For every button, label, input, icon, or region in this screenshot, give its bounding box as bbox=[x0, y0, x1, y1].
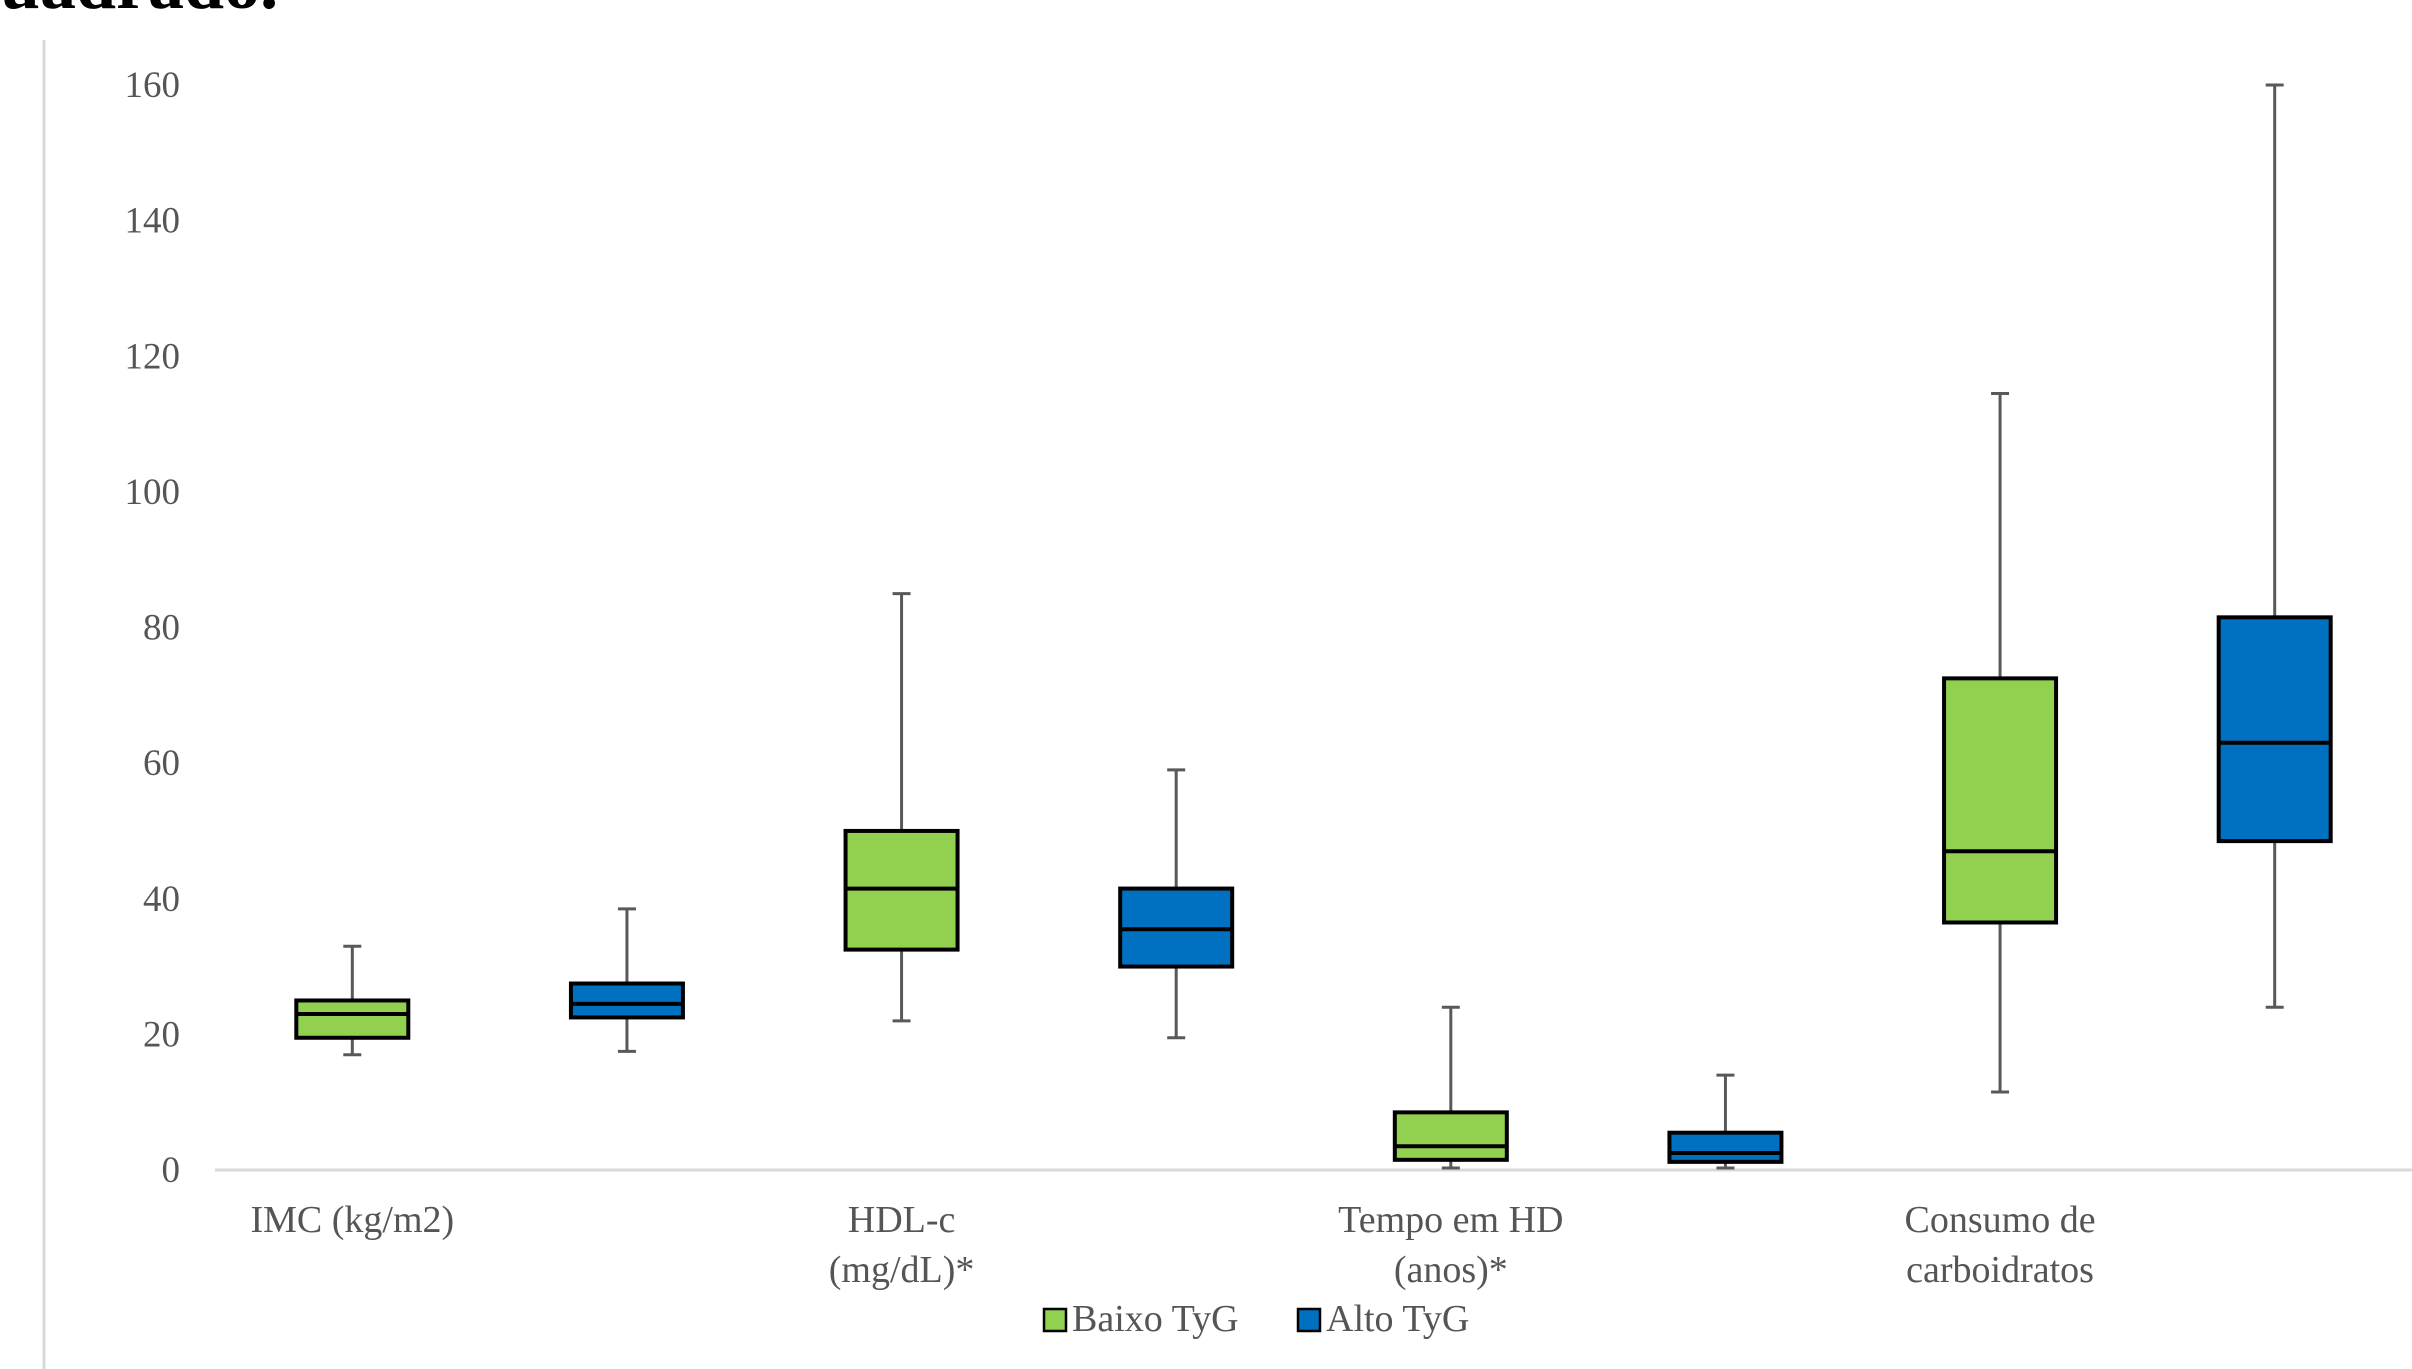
box-0-2 bbox=[1392, 1005, 1509, 1170]
category-label: IMC (kg/m2) bbox=[250, 1199, 454, 1241]
box-0-0 bbox=[294, 944, 411, 1057]
boxes bbox=[294, 83, 2333, 1170]
y-tick-label: 100 bbox=[125, 472, 181, 513]
y-tick-label: 80 bbox=[143, 608, 180, 649]
legend-swatch-1 bbox=[1296, 1307, 1322, 1333]
category-label-line: Consumo de bbox=[1905, 1199, 2096, 1241]
y-tick-label: 40 bbox=[143, 879, 180, 920]
box-1-1 bbox=[1118, 768, 1235, 1040]
legend-label-1: Alto TyG bbox=[1326, 1298, 1469, 1340]
box-iqr bbox=[2216, 615, 2333, 844]
y-tick-label: 120 bbox=[125, 336, 181, 377]
category-label: Consumo de carboidratos bbox=[1905, 1199, 2096, 1291]
legend-swatch-0 bbox=[1042, 1307, 1068, 1333]
category-label-line: (anos)* bbox=[1394, 1249, 1508, 1291]
box-iqr bbox=[568, 981, 685, 1020]
category-label: HDL-c (mg/dL)* bbox=[829, 1199, 975, 1291]
box-1-2 bbox=[1667, 1073, 1784, 1170]
box-1-0 bbox=[568, 907, 685, 1053]
heading-fragment: uadrado. bbox=[0, 0, 278, 20]
y-tick-label: 20 bbox=[143, 1014, 180, 1055]
category-label-line: IMC (kg/m2) bbox=[250, 1199, 454, 1241]
category-label: Tempo em HD (anos)* bbox=[1338, 1199, 1563, 1291]
box-iqr bbox=[1667, 1130, 1784, 1164]
y-axis-tick-labels: 0 20 40 60 80 100 120 140 160 bbox=[125, 65, 181, 1191]
y-tick-label: 60 bbox=[143, 743, 180, 784]
box-iqr bbox=[1942, 676, 2059, 925]
box-iqr bbox=[1392, 1110, 1509, 1162]
category-label-line: (mg/dL)* bbox=[829, 1249, 975, 1291]
legend-label-0: Baixo TyG bbox=[1072, 1298, 1239, 1340]
y-tick-label: 140 bbox=[125, 201, 181, 242]
box-1-3 bbox=[2216, 83, 2333, 1009]
box-0-1 bbox=[843, 592, 960, 1023]
y-tick-label: 0 bbox=[162, 1150, 181, 1191]
legend: Baixo TyG Alto TyG bbox=[1042, 1298, 1469, 1340]
category-labels: IMC (kg/m2) HDL-c (mg/dL)* Tempo em HD (anos… bbox=[250, 1199, 2095, 1291]
box-iqr bbox=[294, 998, 411, 1040]
category-label-line: carboidratos bbox=[1906, 1249, 2094, 1291]
category-label-line: HDL-c bbox=[848, 1199, 956, 1241]
category-label-line: Tempo em HD bbox=[1338, 1199, 1563, 1241]
y-tick-label: 160 bbox=[125, 65, 181, 106]
box-0-3 bbox=[1942, 392, 2059, 1094]
